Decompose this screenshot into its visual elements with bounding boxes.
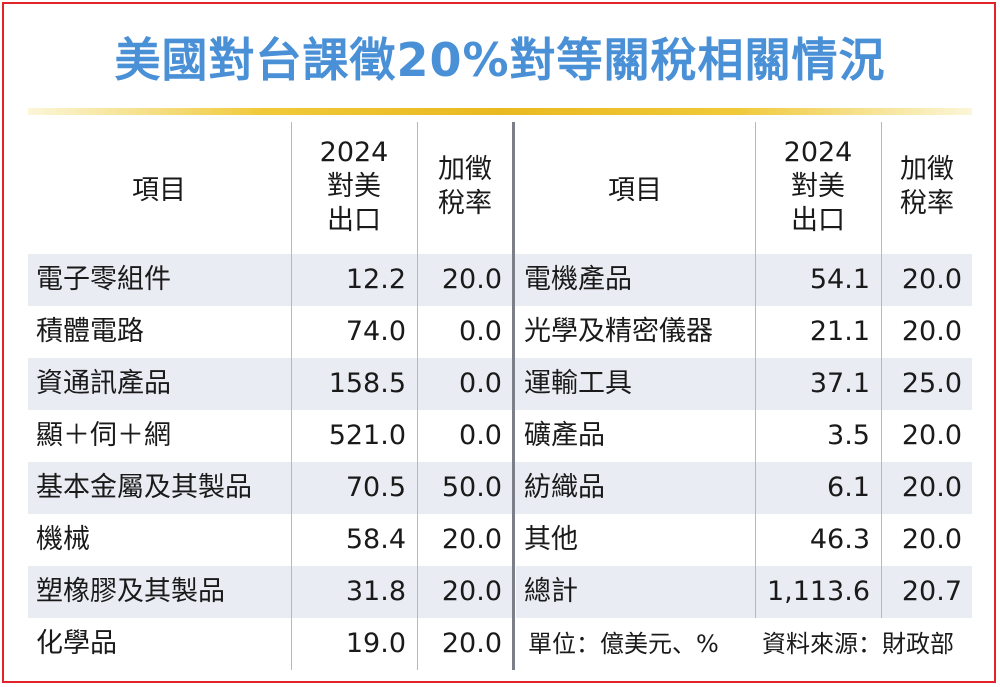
row-stripe xyxy=(28,254,972,306)
row-stripe xyxy=(28,462,972,514)
table-cell-export: 1,113.6 xyxy=(766,576,870,607)
row-stripe xyxy=(516,566,972,618)
table-cell-rate: 0.0 xyxy=(459,420,502,451)
table-cell-rate: 20.0 xyxy=(901,316,962,347)
header-rate-right: 加徵 稅率 xyxy=(900,154,954,219)
table-cell-rate: 20.0 xyxy=(901,472,962,503)
header-export-right: 2024 對美 出口 xyxy=(783,137,853,236)
column-divider xyxy=(291,122,292,670)
table-cell-item: 紡織品 xyxy=(524,472,605,503)
table-cell-rate: 0.0 xyxy=(459,368,502,399)
column-divider xyxy=(417,122,418,670)
table-cell-item: 電機產品 xyxy=(524,264,632,295)
table-cell-item: 化學品 xyxy=(36,628,117,659)
table-cell-rate: 20.0 xyxy=(441,524,502,555)
table-cell-export: 37.1 xyxy=(809,368,870,399)
table-cell-item: 總計 xyxy=(524,576,578,607)
table-cell-export: 12.2 xyxy=(345,264,406,295)
table-cell-rate: 20.0 xyxy=(901,420,962,451)
table-cell-rate: 50.0 xyxy=(441,472,502,503)
table-cell-item: 其他 xyxy=(524,524,578,555)
table-cell-item: 積體電路 xyxy=(36,316,144,347)
table-cell-export: 46.3 xyxy=(809,524,870,555)
table-cell-item: 塑橡膠及其製品 xyxy=(36,576,225,607)
table-cell-export: 31.8 xyxy=(345,576,406,607)
unit-note: 單位：億美元、% xyxy=(528,630,719,658)
table-cell-export: 158.5 xyxy=(328,368,406,399)
table-cell-item: 運輸工具 xyxy=(524,368,632,399)
table-cell-rate: 20.0 xyxy=(441,264,502,295)
page-title: 美國對台課徵20%對等關稅相關情況 xyxy=(114,33,886,87)
column-divider xyxy=(881,122,882,618)
row-stripe xyxy=(28,358,972,410)
table-cell-export: 74.0 xyxy=(345,316,406,347)
header-export-left: 2024 對美 出口 xyxy=(319,137,389,236)
table-cell-rate: 20.0 xyxy=(901,524,962,555)
table-cell-item: 礦產品 xyxy=(524,420,605,451)
table-cell-item: 基本金屬及其製品 xyxy=(36,472,252,503)
header-rate-left: 加徵 稅率 xyxy=(438,154,492,219)
table-cell-rate: 20.0 xyxy=(901,264,962,295)
table-cell-export: 21.1 xyxy=(809,316,870,347)
table-cell-item: 顯＋伺＋網 xyxy=(36,420,171,451)
table-cell-export: 19.0 xyxy=(345,628,406,659)
table-cell-item: 機械 xyxy=(36,524,90,555)
table-cell-item: 電子零組件 xyxy=(36,264,171,295)
table-cell-rate: 0.0 xyxy=(459,316,502,347)
row-stripe xyxy=(28,566,512,618)
table-cell-rate: 25.0 xyxy=(901,368,962,399)
source-note: 資料來源：財政部 xyxy=(762,630,954,658)
table-cell-export: 58.4 xyxy=(345,524,406,555)
title-underline xyxy=(28,108,972,115)
header-item-left: 項目 xyxy=(132,174,186,206)
table-cell-item: 資通訊產品 xyxy=(36,368,171,399)
table-cell-rate: 20.0 xyxy=(441,628,502,659)
table-cell-rate: 20.0 xyxy=(441,576,502,607)
column-divider xyxy=(755,122,756,618)
header-item-right: 項目 xyxy=(608,174,662,206)
table-cell-item: 光學及精密儀器 xyxy=(524,316,713,347)
table-cell-export: 3.5 xyxy=(827,420,870,451)
table-cell-rate: 20.7 xyxy=(901,576,962,607)
table-cell-export: 521.0 xyxy=(328,420,406,451)
table-cell-export: 54.1 xyxy=(809,264,870,295)
table-cell-export: 6.1 xyxy=(827,472,870,503)
table-cell-export: 70.5 xyxy=(345,472,406,503)
center-divider xyxy=(512,122,515,670)
